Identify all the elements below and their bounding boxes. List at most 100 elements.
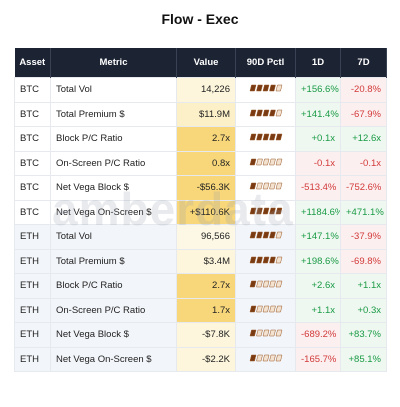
metric-cell: Block P/C Ratio: [50, 273, 177, 299]
pctl-segment: [249, 158, 256, 165]
pctl-segment: [255, 305, 263, 312]
pctl-segment: [268, 256, 276, 263]
pctl-segment: [262, 158, 269, 165]
pctl-segment: [255, 232, 263, 239]
table-row: BTC Total Vol 14,226 +156.6% -20.8%: [14, 77, 387, 103]
pctl-icon: [249, 256, 282, 263]
pctl-segment: [275, 134, 282, 141]
table-row: BTC Net Vega Block $ -$56.3K -513.4% -752.6%: [14, 175, 387, 201]
title: Flow - Exec: [161, 11, 239, 27]
pctl-segment: [275, 85, 282, 92]
change-cell: +147.1%: [295, 224, 341, 250]
value-cell: -$2.2K: [176, 346, 236, 372]
pctl-cell: [235, 346, 296, 372]
pctl-segment: [275, 109, 282, 116]
pctl-segment: [255, 183, 263, 190]
pctl-segment: [268, 207, 276, 214]
pctl-segment: [275, 207, 282, 214]
change-cell: +0.1x: [295, 126, 341, 152]
pctl-icon: [249, 330, 282, 337]
value-cell: 14,226: [176, 77, 236, 103]
value-cell: 2.7x: [176, 273, 236, 299]
pctl-segment: [262, 85, 269, 92]
pctl-cell: [235, 101, 296, 127]
change-cell: +2.6x: [295, 273, 341, 299]
pctl-segment: [262, 109, 269, 116]
column-header: 1D: [295, 48, 341, 78]
asset-cell: BTC: [14, 150, 51, 176]
column-header: Asset: [14, 48, 51, 78]
pctl-icon: [249, 109, 282, 116]
pctl-segment: [249, 85, 256, 92]
value-cell: -$7.8K: [176, 322, 236, 348]
pctl-icon: [249, 85, 282, 92]
pctl-segment: [249, 354, 256, 361]
column-header: Value: [176, 48, 236, 78]
pctl-segment: [268, 305, 276, 312]
asset-cell: BTC: [14, 175, 51, 201]
pctl-segment: [262, 354, 269, 361]
pctl-segment: [255, 134, 263, 141]
change-cell: -37.9%: [340, 224, 387, 250]
pctl-segment: [262, 134, 269, 141]
pctl-cell: [235, 224, 296, 250]
pctl-segment: [249, 281, 256, 288]
pctl-segment: [255, 158, 263, 165]
pctl-segment: [268, 109, 276, 116]
change-cell: +471.1%: [340, 199, 387, 225]
table-row: ETH Net Vega On-Screen $ -$2.2K -165.7% +85.…: [14, 346, 387, 372]
metric-cell: Net Vega On-Screen $: [50, 199, 177, 225]
change-cell: -752.6%: [340, 175, 387, 201]
pctl-segment: [275, 354, 282, 361]
pctl-segment: [255, 330, 263, 337]
table-body: BTC Total Vol 14,226 +156.6% -20.8% BTC Total …: [14, 77, 387, 372]
pctl-cell: [235, 77, 296, 103]
change-cell: +156.6%: [295, 77, 341, 103]
asset-cell: ETH: [14, 248, 51, 274]
table-row: BTC Net Vega On-Screen $ +$110.6K +1184.6% +…: [14, 199, 387, 225]
value-cell: $11.9M: [176, 101, 236, 127]
change-cell: +198.6%: [295, 248, 341, 274]
pctl-segment: [255, 256, 263, 263]
pctl-segment: [268, 281, 276, 288]
pctl-segment: [249, 134, 256, 141]
metric-cell: Total Premium $: [50, 248, 177, 274]
value-cell: -$56.3K: [176, 175, 236, 201]
pctl-icon: [249, 158, 282, 165]
pctl-segment: [249, 256, 256, 263]
pctl-cell: [235, 273, 296, 299]
pctl-cell: [235, 175, 296, 201]
asset-cell: ETH: [14, 273, 51, 299]
pctl-segment: [255, 354, 263, 361]
change-cell: +1.1x: [340, 273, 387, 299]
asset-cell: BTC: [14, 101, 51, 127]
asset-cell: ETH: [14, 224, 51, 250]
column-header: 7D: [340, 48, 387, 78]
flow-table: Asset Metric Value 90D Pctl 1D 7D BTC Total Vo…: [14, 48, 387, 372]
metric-cell: Net Vega Block $: [50, 175, 177, 201]
pctl-segment: [275, 330, 282, 337]
pctl-segment: [275, 256, 282, 263]
pctl-segment: [262, 305, 269, 312]
pctl-segment: [268, 330, 276, 337]
value-cell: 96,566: [176, 224, 236, 250]
pctl-segment: [255, 207, 263, 214]
value-cell: 0.8x: [176, 150, 236, 176]
pctl-segment: [262, 207, 269, 214]
metric-cell: Total Premium $: [50, 101, 177, 127]
asset-cell: BTC: [14, 77, 51, 103]
metric-cell: On-Screen P/C Ratio: [50, 150, 177, 176]
pctl-segment: [275, 183, 282, 190]
column-header: Metric: [50, 48, 177, 78]
table-row: ETH Net Vega Block $ -$7.8K -689.2% +83.7%: [14, 322, 387, 348]
pctl-icon: [249, 305, 282, 312]
value-cell: $3.4M: [176, 248, 236, 274]
change-cell: -69.8%: [340, 248, 387, 274]
value-cell: +$110.6K: [176, 199, 236, 225]
pctl-segment: [262, 330, 269, 337]
change-cell: -513.4%: [295, 175, 341, 201]
metric-cell: Net Vega Block $: [50, 322, 177, 348]
pctl-icon: [249, 354, 282, 361]
pctl-icon: [249, 232, 282, 239]
